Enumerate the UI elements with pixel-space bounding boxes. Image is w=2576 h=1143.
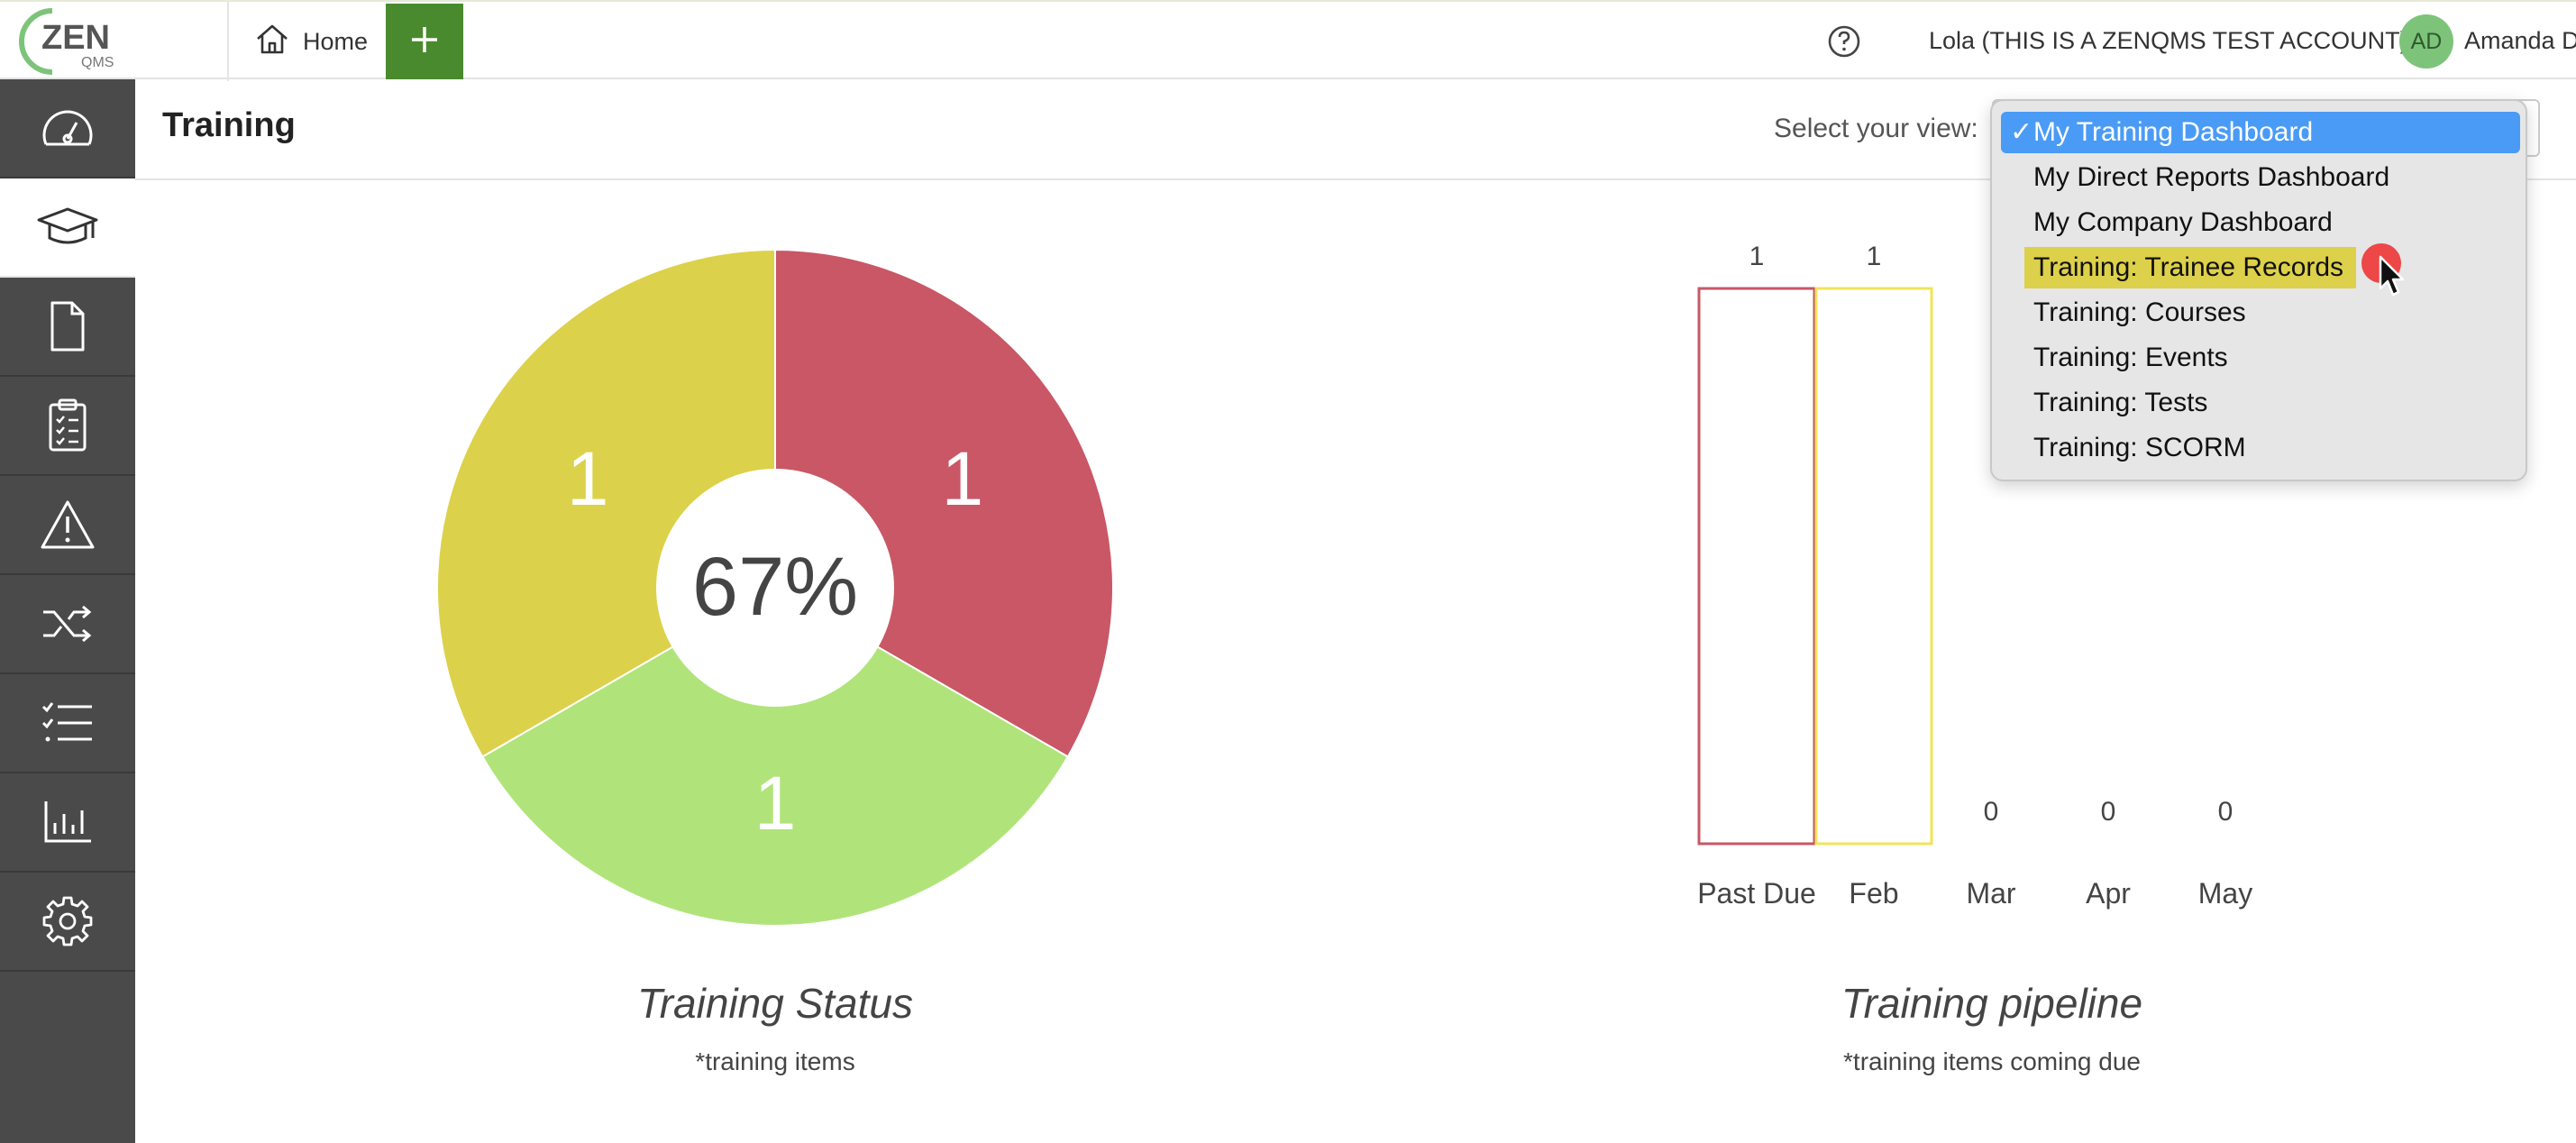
sidebar-item-audits[interactable] [0,377,135,476]
view-option-label: Training: Courses [2033,297,2246,327]
sidebar [0,79,135,1143]
sidebar-item-training[interactable] [0,178,135,278]
bar[interactable] [1697,287,1816,846]
sidebar-item-reports[interactable] [0,773,135,873]
bar-value-label: 0 [1984,797,1999,827]
bar-value-label: 1 [1867,242,1882,271]
view-option[interactable]: My Direct Reports Dashboard [2033,157,2389,198]
bar-category-label: May [2198,877,2252,910]
sidebar-item-issues[interactable] [0,476,135,575]
sidebar-item-dashboard[interactable] [0,79,135,178]
pie-center-percentage: 67% [692,541,858,633]
view-option[interactable]: My Company Dashboard [2033,202,2333,243]
top-bar: ZEN QMS Home Lola (THIS IS A ZENQMS TEST… [0,0,2576,81]
training-status-title: Training Status [637,980,913,1027]
sidebar-item-tasks[interactable] [0,674,135,773]
sidebar-item-documents[interactable] [0,278,135,377]
view-select-label: Select your view: [1774,114,1978,143]
shuffle-icon [43,605,92,643]
bar-value-label: 1 [1749,242,1765,271]
logo-subtext: QMS [81,55,114,70]
view-option[interactable]: Training: SCORM [2033,427,2246,469]
gear-icon [42,896,93,946]
clipboard-checklist-icon [49,398,87,452]
checkmark-icon: ✓ [2010,117,2033,147]
view-option-label: My Company Dashboard [2033,207,2333,237]
pie-slice-label: 1 [941,436,983,521]
view-option-label: Training: Trainee Records [2033,252,2344,282]
pie-slice-label: 1 [754,761,797,846]
training-pipeline-subtitle: *training items coming due [1843,1047,2141,1075]
help-icon[interactable] [1826,23,1862,59]
user-name[interactable]: Amanda D [2464,27,2576,54]
bar-category-label: Past Due [1697,877,1816,910]
training-status-subtitle: *training items [695,1047,855,1075]
home-tab-label: Home [303,27,369,55]
page-title: Training [162,106,296,144]
header-divider [227,2,229,81]
zenqms-logo[interactable]: ZEN QMS [16,5,130,78]
home-tab[interactable]: Home [254,20,368,63]
logo-text: ZEN [41,19,110,57]
training-pipeline-title: Training pipeline [1841,980,2143,1027]
add-button[interactable] [386,4,463,79]
donut-hole [656,469,894,707]
pie-slice-label: 1 [567,436,609,521]
view-dropdown-menu: ✓ My Training Dashboard My Direct Reports … [1990,99,2527,481]
training-pipeline-chart: 1 Past Due 1 Feb 0 Mar 0 Apr 0 May [1697,242,2252,910]
view-option-label: My Training Dashboard [2033,117,2314,147]
speedometer-icon [42,110,93,146]
bar-category-label: Mar [1966,877,2015,910]
training-status-chart: 1 1 1 67% [436,248,1114,927]
view-option[interactable]: Training: Trainee Records [2024,247,2357,288]
view-option[interactable]: Training: Events [2033,337,2228,379]
bar-chart-icon [44,801,91,843]
bar-value-label: 0 [2218,797,2233,827]
view-option-label: My Direct Reports Dashboard [2033,162,2390,192]
plus-icon [408,23,441,60]
bar-category-label: Apr [2086,877,2131,910]
graduation-cap-icon [37,207,98,244]
home-icon [254,23,290,61]
sidebar-item-change-control[interactable] [0,575,135,674]
pie-slice[interactable] [480,586,1070,927]
bar-value-label: 0 [2101,797,2116,827]
sidebar-item-settings[interactable] [0,873,135,972]
bar[interactable] [1814,287,1933,846]
checklist-icon [41,702,92,742]
view-option-label: Training: Tests [2033,388,2208,417]
view-option[interactable]: ✓ My Training Dashboard [2001,112,2520,153]
avatar[interactable]: AD [2399,14,2453,69]
view-option-label: Training: Events [2033,343,2228,372]
view-option-label: Training: SCORM [2033,433,2246,462]
mouse-pointer-icon [2379,255,2405,297]
view-option[interactable]: Training: Tests [2033,382,2207,424]
document-icon [50,301,85,352]
warning-triangle-icon [41,500,95,549]
bar-category-label: Feb [1849,877,1898,910]
account-name[interactable]: Lola (THIS IS A ZENQMS TEST ACCOUNT) [1929,27,2408,54]
view-option[interactable]: Training: Courses [2033,292,2246,334]
